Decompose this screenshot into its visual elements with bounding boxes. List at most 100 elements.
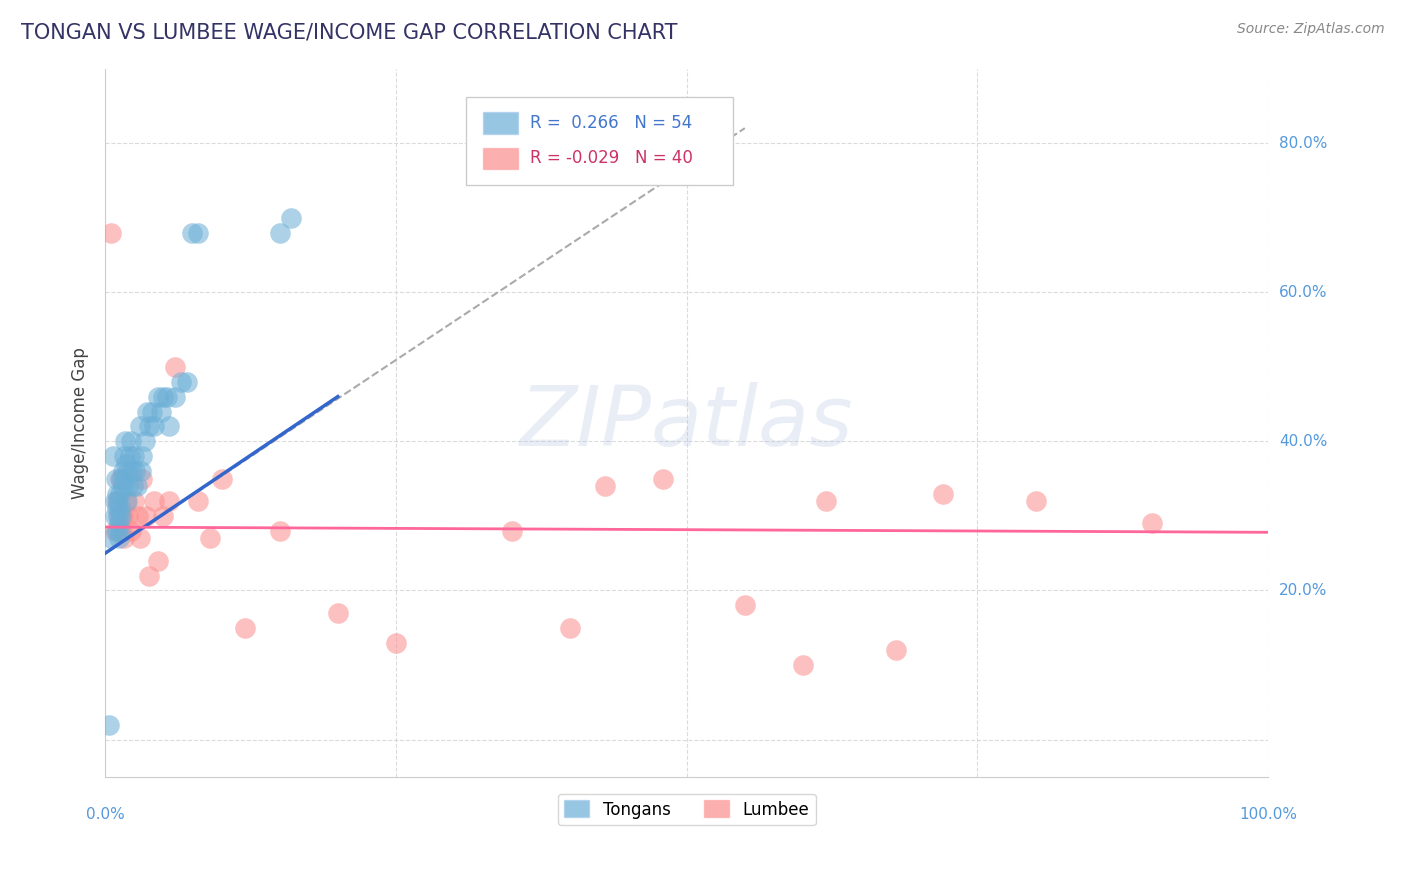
Text: R =  0.266   N = 54: R = 0.266 N = 54 — [530, 114, 692, 132]
Point — [97, 717, 120, 731]
Point — [326, 606, 349, 620]
Point — [121, 464, 143, 478]
Point — [124, 464, 146, 478]
Point — [103, 524, 125, 538]
Point — [110, 524, 132, 538]
Text: R = -0.029   N = 40: R = -0.029 N = 40 — [530, 150, 693, 168]
Point — [120, 524, 142, 538]
Point — [652, 472, 675, 486]
Point — [114, 434, 136, 449]
Point — [280, 211, 302, 225]
Point — [104, 472, 127, 486]
Point — [105, 494, 128, 508]
Point — [163, 390, 186, 404]
Point — [560, 621, 582, 635]
Point — [108, 531, 131, 545]
Point — [501, 524, 523, 538]
Point — [110, 486, 132, 500]
Point — [124, 494, 146, 508]
Point — [110, 508, 132, 523]
Point — [143, 494, 166, 508]
Point — [150, 404, 173, 418]
Point — [138, 419, 160, 434]
Text: 80.0%: 80.0% — [1279, 136, 1327, 151]
Point — [152, 390, 174, 404]
Point — [105, 486, 128, 500]
Point — [110, 472, 132, 486]
Point — [118, 449, 141, 463]
Text: TONGAN VS LUMBEE WAGE/INCOME GAP CORRELATION CHART: TONGAN VS LUMBEE WAGE/INCOME GAP CORRELA… — [21, 22, 678, 42]
Point — [115, 457, 138, 471]
Point — [108, 508, 131, 523]
Point — [112, 472, 135, 486]
Point — [127, 508, 149, 523]
Point — [129, 419, 152, 434]
Point — [107, 494, 129, 508]
Point — [112, 531, 135, 545]
Point — [269, 524, 291, 538]
Point — [734, 599, 756, 613]
Point — [884, 643, 907, 657]
Point — [105, 524, 128, 538]
FancyBboxPatch shape — [465, 97, 733, 186]
Point — [385, 635, 408, 649]
Point — [181, 226, 204, 240]
Text: 100.0%: 100.0% — [1239, 807, 1298, 822]
Point — [269, 226, 291, 240]
Point — [100, 531, 122, 545]
Point — [134, 434, 156, 449]
Point — [103, 449, 125, 463]
Point — [131, 449, 153, 463]
Point — [103, 508, 125, 523]
Point — [138, 568, 160, 582]
Point — [131, 472, 153, 486]
Point — [157, 419, 180, 434]
Point — [107, 508, 129, 523]
Text: 0.0%: 0.0% — [86, 807, 125, 822]
Point — [156, 390, 179, 404]
Point — [129, 531, 152, 545]
Point — [1025, 494, 1047, 508]
Point — [157, 494, 180, 508]
Point — [152, 508, 174, 523]
Bar — [484, 112, 517, 134]
Point — [112, 449, 135, 463]
Point — [117, 479, 139, 493]
Y-axis label: Wage/Income Gap: Wage/Income Gap — [72, 347, 89, 499]
Legend: Tongans, Lumbee: Tongans, Lumbee — [558, 794, 815, 825]
Point — [135, 508, 157, 523]
Point — [124, 449, 146, 463]
Point — [141, 404, 163, 418]
Point — [1140, 516, 1163, 531]
Point — [103, 494, 125, 508]
Point — [170, 375, 193, 389]
Point — [111, 464, 134, 478]
Point — [115, 494, 138, 508]
Point — [117, 494, 139, 508]
Point — [122, 479, 145, 493]
Text: 20.0%: 20.0% — [1279, 583, 1327, 598]
Point — [211, 472, 233, 486]
Text: 40.0%: 40.0% — [1279, 434, 1327, 449]
Point — [100, 226, 122, 240]
Point — [593, 479, 616, 493]
Point — [931, 486, 953, 500]
Point — [117, 464, 139, 478]
Point — [176, 375, 198, 389]
Point — [108, 516, 131, 531]
Point — [125, 479, 148, 493]
Text: ZIPatlas: ZIPatlas — [520, 382, 853, 463]
Point — [815, 494, 838, 508]
Point — [187, 494, 209, 508]
Point — [117, 508, 139, 523]
Point — [146, 390, 169, 404]
Point — [129, 464, 152, 478]
Point — [163, 359, 186, 374]
Point — [187, 226, 209, 240]
Text: Source: ZipAtlas.com: Source: ZipAtlas.com — [1237, 22, 1385, 37]
Point — [136, 404, 159, 418]
Point — [110, 501, 132, 516]
Point — [111, 524, 134, 538]
Point — [105, 501, 128, 516]
Point — [233, 621, 256, 635]
